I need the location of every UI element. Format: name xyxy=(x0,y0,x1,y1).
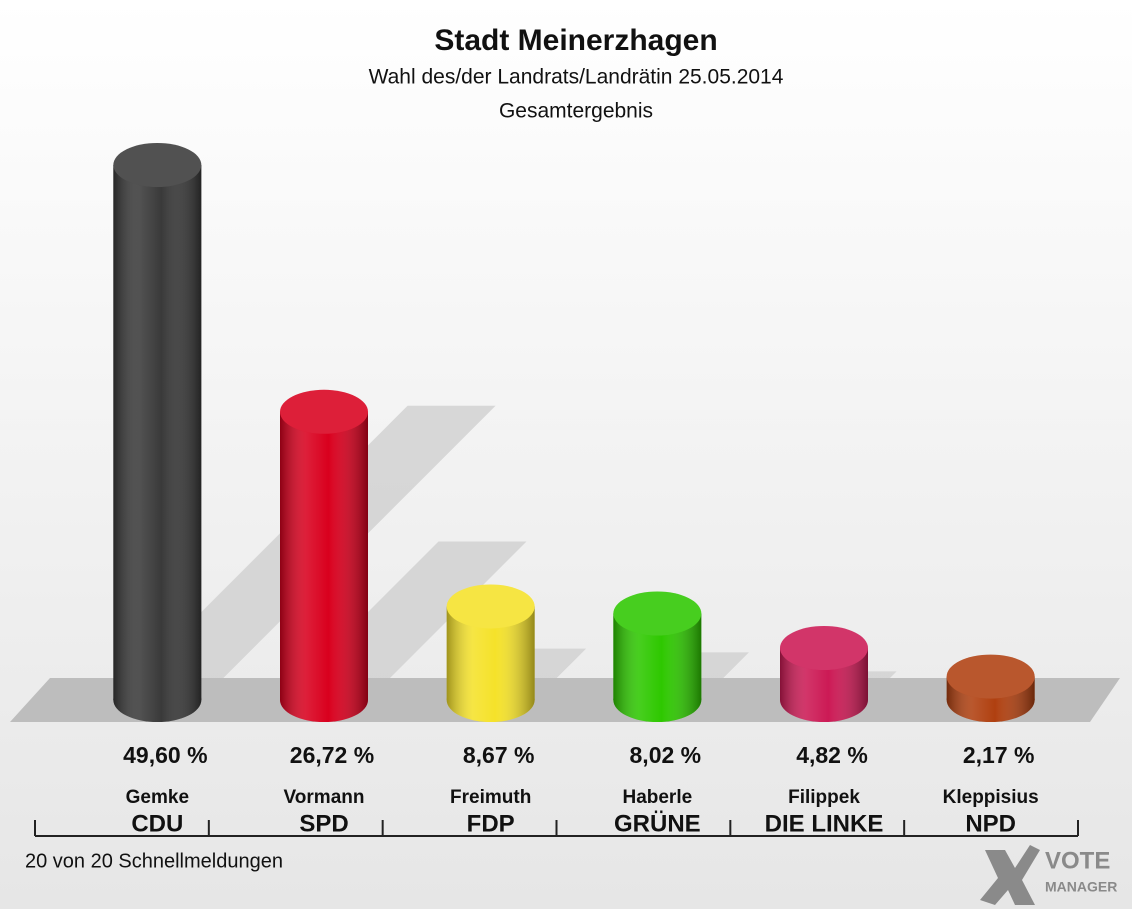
x-tick-label: Freimuth xyxy=(450,787,531,808)
value-label: 8,67 % xyxy=(463,742,535,768)
party-label: SPD xyxy=(299,810,348,837)
party-label: NPD xyxy=(965,810,1016,837)
bar-top xyxy=(780,626,868,671)
value-label: 4,82 % xyxy=(796,742,868,768)
bar-top xyxy=(280,389,368,434)
bar-top-light xyxy=(113,143,202,187)
party-label: GRÜNE xyxy=(614,810,701,837)
bar-top-light xyxy=(280,389,368,434)
chart-title: Stadt Meinerzhagen xyxy=(434,24,717,57)
value-label: 26,72 % xyxy=(290,742,374,768)
chart-subtitle: Wahl des/der Landrats/Landrätin 25.05.20… xyxy=(369,66,784,89)
party-label: CDU xyxy=(131,810,183,837)
logo-text: MANAGER xyxy=(1045,879,1117,895)
party-label: FDP xyxy=(467,810,515,837)
chart-subtitle: Gesamtergebnis xyxy=(499,100,653,123)
bar-top-light xyxy=(446,584,535,629)
logo: VOTE MANAGER xyxy=(980,845,1117,905)
footnote: 20 von 20 Schnellmeldungen xyxy=(25,850,283,872)
bar-top xyxy=(613,591,702,636)
party-label: DIE LINKE xyxy=(765,810,884,837)
bar-top-light xyxy=(613,591,702,636)
bar-top xyxy=(446,584,535,629)
bar-top xyxy=(946,654,1035,699)
bar-top xyxy=(113,143,202,187)
x-tick-label: Vormann xyxy=(284,787,365,808)
bar-top-light xyxy=(946,654,1035,699)
logo-text: VOTE xyxy=(1045,847,1110,874)
x-tick-label: Gemke xyxy=(126,787,189,808)
value-label: 2,17 % xyxy=(963,742,1035,768)
value-label: 49,60 % xyxy=(123,742,207,768)
bar-shade xyxy=(280,411,368,700)
x-tick-label: Kleppisius xyxy=(943,787,1039,808)
x-tick-label: Filippek xyxy=(788,787,860,808)
value-label: 8,02 % xyxy=(630,742,702,768)
bar-shade xyxy=(113,165,202,700)
bar-top-light xyxy=(780,626,868,671)
x-tick-label: Haberle xyxy=(622,787,692,808)
